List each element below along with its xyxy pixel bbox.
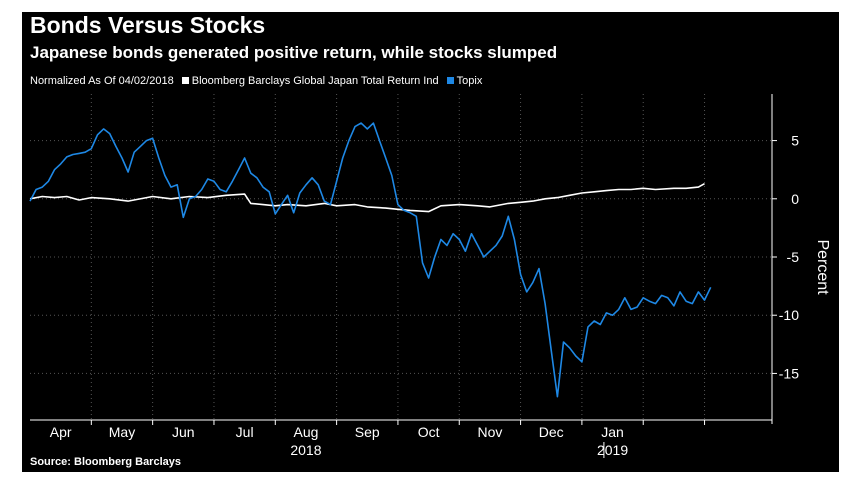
legend-note: Normalized As Of 04/02/2018 (30, 75, 174, 87)
x-tick-label: Apr (50, 424, 72, 440)
y-axis-label: Percent (814, 239, 831, 295)
source-note: Source: Bloomberg Barclays (30, 456, 181, 468)
x-tick-label: Sep (355, 424, 380, 440)
x-tick-label: Dec (539, 424, 564, 440)
legend: Normalized As Of 04/02/2018 Bloomberg Ba… (30, 75, 482, 87)
chart-title: Bonds Versus Stocks (30, 12, 266, 38)
x-tick-label: Jan (601, 424, 624, 440)
x-tick-label: Jul (236, 424, 254, 440)
x-tick-label: Aug (293, 424, 318, 440)
y-tick-label: -15 (779, 365, 799, 381)
legend-swatch-topix (446, 77, 454, 84)
x-tick-label: Jun (172, 424, 195, 440)
year-label: 2018 (290, 442, 321, 458)
y-tick-label: 0 (791, 191, 799, 207)
series-line-topix (29, 122, 712, 398)
y-tick-label: 5 (791, 133, 799, 149)
y-tick-label: -10 (779, 307, 799, 323)
series-line-bonds (29, 183, 705, 213)
legend-label-topix: Topix (456, 75, 483, 87)
chart-frame: Bonds Versus Stocks Japanese bonds gener… (22, 12, 839, 472)
legend-label-bonds: Bloomberg Barclays Global Japan Total Re… (191, 75, 439, 87)
line-chart: 5 0 -5 -10 -15 Percent Apr May Jun Jul Aug Sep Oct No… (29, 94, 831, 458)
x-tick-label: Nov (477, 424, 502, 440)
year-label: 2019 (597, 442, 628, 458)
x-tick-label: Oct (418, 424, 440, 440)
y-tick-label: -5 (787, 249, 800, 265)
x-tick-label: May (109, 424, 135, 440)
legend-swatch-bonds (181, 77, 189, 84)
chart-subtitle: Japanese bonds generated positive return… (30, 43, 558, 62)
